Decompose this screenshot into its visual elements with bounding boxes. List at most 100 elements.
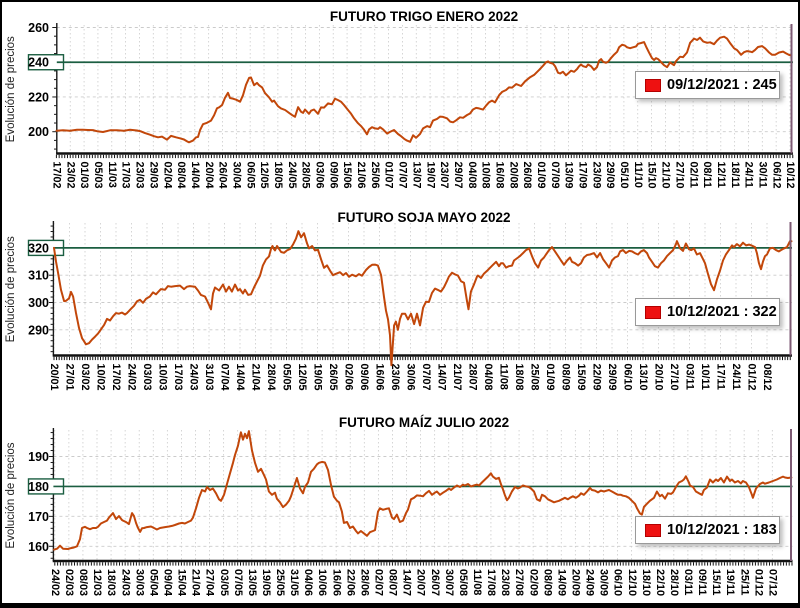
x-tick-label: 28/05 bbox=[300, 162, 312, 189]
x-tick-label: 26/05 bbox=[327, 364, 339, 391]
price-chart-trigo: 20022024026024017/0223/0201/0305/0311/03… bbox=[5, 9, 796, 189]
x-tick-label: 11/08 bbox=[498, 364, 510, 390]
x-tick-label: 24/02 bbox=[126, 364, 138, 391]
x-tick-label: 09/06 bbox=[327, 162, 339, 189]
x-tick-label: 30/06 bbox=[405, 364, 417, 391]
x-tick-label: 30/04 bbox=[230, 162, 242, 189]
x-tick-label: 05/05 bbox=[281, 364, 293, 391]
x-tick-label: 20/04 bbox=[203, 162, 215, 189]
x-tick-label: 03/05 bbox=[218, 569, 230, 596]
x-tick-label: 10/03 bbox=[157, 364, 169, 391]
x-tick-label: 29/09 bbox=[606, 364, 618, 391]
x-tick-label: 27/10 bbox=[668, 364, 680, 391]
x-tick-label: 06/10 bbox=[612, 569, 624, 596]
y-tick-label: 220 bbox=[28, 90, 49, 104]
x-tick-label: 17/08 bbox=[485, 569, 497, 596]
x-tick-label: 06/12 bbox=[770, 162, 782, 189]
x-tick-label: 22/06 bbox=[344, 569, 356, 596]
price-chart-maiz: 16017018019018024/0202/0308/0312/0318/03… bbox=[5, 415, 793, 596]
x-tick-label: 21/04 bbox=[190, 569, 202, 596]
x-tick-label: 08/07 bbox=[387, 569, 399, 596]
ref-price-label: 180 bbox=[28, 480, 49, 494]
price-series-line bbox=[53, 430, 793, 551]
x-tick-label: 23/09 bbox=[590, 162, 602, 189]
x-tick-label: 19/07 bbox=[424, 162, 436, 189]
legend-text: 09/12/2021 : 245 bbox=[667, 77, 777, 93]
x-tick-label: 02/03 bbox=[63, 569, 75, 596]
x-tick-label: 24/03 bbox=[188, 364, 200, 391]
x-tick-label: 03/03 bbox=[141, 364, 153, 391]
x-tick-label: 30/09 bbox=[598, 569, 610, 596]
x-tick-label: 15/10 bbox=[646, 162, 658, 189]
x-tick-label: 22/09 bbox=[591, 364, 603, 391]
y-axis-title: Evolución de precios bbox=[5, 36, 17, 142]
x-tick-label: 07/05 bbox=[232, 569, 244, 596]
x-tick-label: 24/11 bbox=[743, 162, 755, 188]
x-tick-label: 17/02 bbox=[51, 162, 63, 189]
x-tick-label: 15/04 bbox=[176, 569, 188, 596]
x-tick-label: 31/03 bbox=[203, 364, 215, 391]
y-tick-label: 190 bbox=[28, 450, 49, 464]
x-tick-label: 04/06 bbox=[302, 569, 314, 596]
x-tick-label: 12/05 bbox=[296, 364, 308, 391]
legend-marker-icon bbox=[645, 305, 661, 319]
x-tick-label: 17/03 bbox=[120, 162, 132, 189]
x-tick-label: 11/10 bbox=[632, 162, 644, 188]
y-axis-title: Evolución de precios bbox=[5, 442, 17, 548]
x-tick-label: 24/09 bbox=[584, 569, 596, 596]
chart-title: FUTURO SOJA MAYO 2022 bbox=[337, 210, 510, 225]
x-tick-label: 16/06 bbox=[330, 569, 342, 596]
x-tick-label: 08/09 bbox=[541, 569, 553, 596]
x-tick-label: 19/11 bbox=[724, 569, 736, 595]
x-tick-label: 25/11 bbox=[738, 569, 750, 595]
x-tick-label: 27/01 bbox=[64, 364, 76, 391]
x-tick-label: 19/05 bbox=[260, 569, 272, 596]
x-tick-label: 15/06 bbox=[341, 162, 353, 189]
x-tick-label: 29/03 bbox=[147, 162, 159, 189]
x-tick-label: 24/02 bbox=[49, 569, 61, 596]
x-tick-label: 08/11 bbox=[701, 162, 713, 188]
x-tick-label: 26/07 bbox=[429, 569, 441, 596]
x-tick-label: 08/03 bbox=[77, 569, 89, 596]
x-tick-label: 07/07 bbox=[420, 364, 432, 391]
legend-box-maiz: 10/12/2021 : 183 bbox=[635, 516, 780, 544]
x-tick-label: 11/03 bbox=[106, 162, 118, 188]
x-tick-label: 03/11 bbox=[684, 364, 696, 390]
x-tick-label: 30/03 bbox=[133, 569, 145, 596]
x-tick-label: 10/06 bbox=[316, 569, 328, 596]
x-tick-label: 07/12 bbox=[766, 569, 778, 596]
x-tick-label: 28/10 bbox=[668, 569, 680, 596]
x-tick-label: 17/09 bbox=[577, 162, 589, 189]
y-tick-label: 170 bbox=[28, 510, 49, 524]
x-tick-label: 17/11 bbox=[715, 364, 727, 390]
x-tick-label: 09/06 bbox=[358, 364, 370, 391]
x-tick-label: 29/09 bbox=[604, 162, 616, 189]
x-tick-label: 18/08 bbox=[513, 364, 525, 391]
x-tick-label: 28/07 bbox=[467, 364, 479, 391]
ref-price-label: 320 bbox=[28, 241, 49, 255]
x-tick-label: 02/09 bbox=[527, 569, 539, 596]
x-tick-label: 07/07 bbox=[397, 162, 409, 189]
x-tick-label: 18/05 bbox=[272, 162, 284, 189]
y-tick-label: 290 bbox=[28, 323, 49, 337]
x-tick-label: 01/09 bbox=[535, 162, 547, 189]
x-tick-label: 17/02 bbox=[110, 364, 122, 391]
x-tick-label: 25/08 bbox=[529, 364, 541, 391]
x-tick-label: 14/07 bbox=[436, 364, 448, 391]
x-tick-label: 15/09 bbox=[575, 364, 587, 391]
x-tick-label: 10/12 bbox=[784, 162, 796, 189]
x-tick-label: 19/05 bbox=[312, 364, 324, 391]
x-tick-label: 24/05 bbox=[286, 162, 298, 189]
x-tick-label: 02/11 bbox=[687, 162, 699, 188]
x-tick-label: 21/06 bbox=[355, 162, 367, 189]
legend-text: 10/12/2021 : 183 bbox=[667, 522, 777, 538]
x-tick-label: 28/06 bbox=[358, 569, 370, 596]
x-tick-label: 13/07 bbox=[410, 162, 422, 189]
x-tick-label: 01/12 bbox=[752, 569, 764, 596]
x-tick-label: 24/03 bbox=[119, 569, 131, 596]
x-tick-label: 14/07 bbox=[401, 569, 413, 596]
x-tick-label: 03/11 bbox=[682, 569, 694, 595]
x-tick-label: 26/08 bbox=[521, 162, 533, 189]
x-tick-label: 13/10 bbox=[637, 364, 649, 391]
x-tick-label: 03/02 bbox=[79, 364, 91, 391]
